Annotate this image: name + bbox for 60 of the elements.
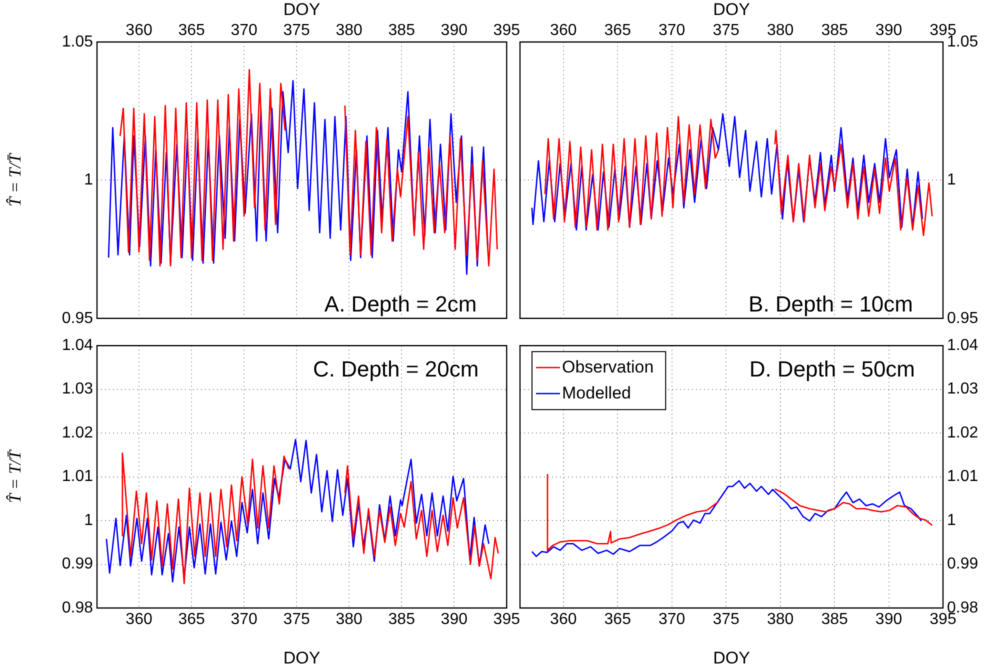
x-tick-label: 360 [550,611,577,628]
y-tick-label: 1.03 [62,380,94,398]
legend-label: Modelled [562,383,631,402]
y-tick-label: 1.04 [947,337,978,354]
x-tick-label: 385 [821,22,848,39]
y-tick-label: 0.95 [947,310,978,327]
y-tick-label: 0.99 [947,556,978,573]
y-tick-label: 1.01 [62,468,94,486]
annotation: C. Depth = 20cm [312,356,479,382]
x-tick-label: 375 [283,22,310,39]
y-tick-label: 1.02 [62,424,94,442]
x-tick-label: 360 [126,611,152,628]
x-tick-label: 375 [283,611,310,628]
y-tick-label: 1.03 [947,380,978,398]
x-tick-label: 390 [875,22,902,39]
x-axis-title: DOY [283,0,320,19]
x-tick-label: 390 [440,22,468,39]
y-tick-label: 1.02 [947,424,978,442]
x-tick-label: 370 [230,22,258,39]
x-tick-label: 385 [388,22,416,39]
y-tick-label: 0.95 [62,310,94,327]
x-tick-label: 395 [493,22,520,39]
x-tick-label: 370 [230,611,258,628]
x-axis-title: DOY [713,648,750,668]
y-tick-label: 0.99 [62,556,94,573]
x-tick-label: 375 [712,22,740,39]
x-tick-label: 390 [440,611,468,628]
y-axis-title: T̂ = T/T̄ [6,152,25,207]
annotation: A. Depth = 2cm [324,291,477,316]
x-tick-label: 380 [336,22,363,39]
x-tick-label: 395 [493,611,520,628]
y-tick-label: 1 [84,512,94,529]
x-tick-label: 365 [604,22,632,39]
x-tick-label: 365 [178,22,205,39]
y-tick-label: 1.01 [947,468,978,486]
x-tick-label: 380 [766,611,794,628]
y-tick-label: 1.05 [62,33,94,50]
x-tick-label: 390 [875,611,902,628]
x-tick-label: 385 [388,611,416,628]
x-tick-label: 370 [658,22,686,39]
annotation: B. Depth = 10cm [748,291,913,316]
x-tick-label: 360 [550,22,577,39]
x-tick-label: 360 [126,22,152,39]
y-tick-label: 1 [84,172,94,189]
annotation: D. Depth = 50cm [749,356,915,382]
x-tick-label: 365 [604,611,632,628]
x-tick-label: 370 [658,611,686,628]
legend-label: Observation [562,357,654,376]
x-tick-label: 380 [766,22,794,39]
x-tick-label: 385 [821,611,848,628]
y-tick-label: 1 [947,172,956,189]
x-axis-title: DOY [713,0,750,19]
y-axis-title: T̂ = T/T̄ [6,448,25,504]
y-tick-label: 1.04 [62,337,94,354]
x-tick-label: 365 [178,611,205,628]
x-tick-label: 380 [336,611,363,628]
x-axis-title: DOY [283,648,320,668]
y-tick-label: 1 [947,512,956,529]
x-tick-label: 375 [712,611,740,628]
y-tick-label: 0.98 [62,599,94,616]
